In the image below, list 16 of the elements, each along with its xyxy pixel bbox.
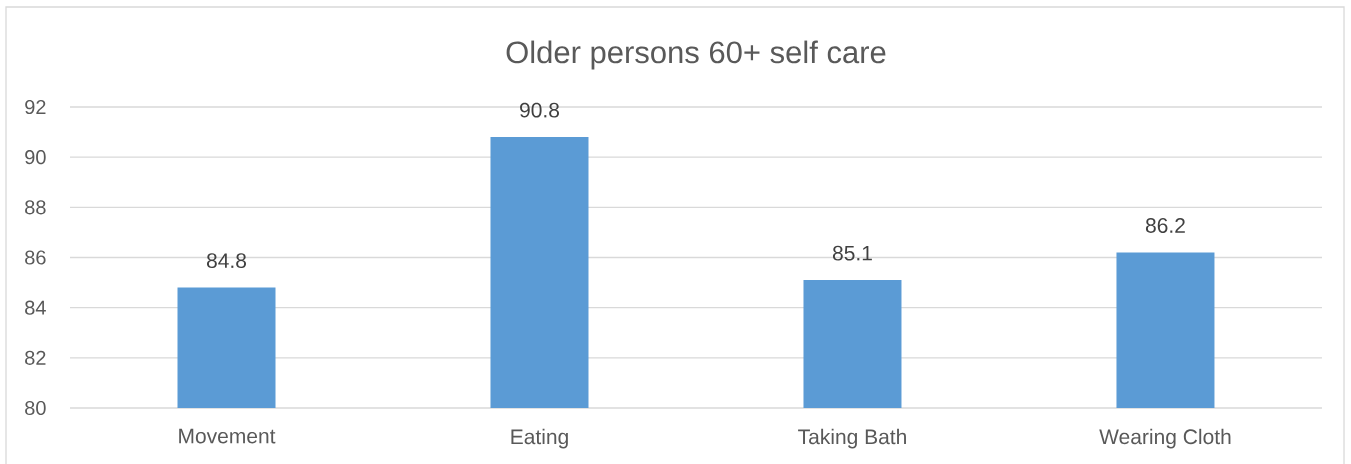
x-tick-label: Movement <box>179 428 276 444</box>
data-label: 84.8 <box>206 253 247 269</box>
x-tick-label: Eating <box>511 428 568 449</box>
chart-title: Older persons 60+ self care <box>506 40 886 70</box>
data-label: 85.1 <box>832 245 872 261</box>
y-tick-label: 80 <box>25 400 46 416</box>
y-tick-label: 82 <box>25 350 46 365</box>
data-label: 90.8 <box>520 102 559 118</box>
y-tick-label: 90 <box>25 150 46 165</box>
x-tick-label: Wearing Cloth <box>1099 428 1231 449</box>
data-label: 86.2 <box>1145 218 1185 233</box>
y-tick-label: 88 <box>25 200 46 215</box>
y-tick-label: 92 <box>25 99 46 115</box>
y-tick-label: 86 <box>25 250 46 265</box>
x-tick-label: Taking Bath <box>798 428 906 449</box>
y-tick-label: 84 <box>25 300 46 315</box>
